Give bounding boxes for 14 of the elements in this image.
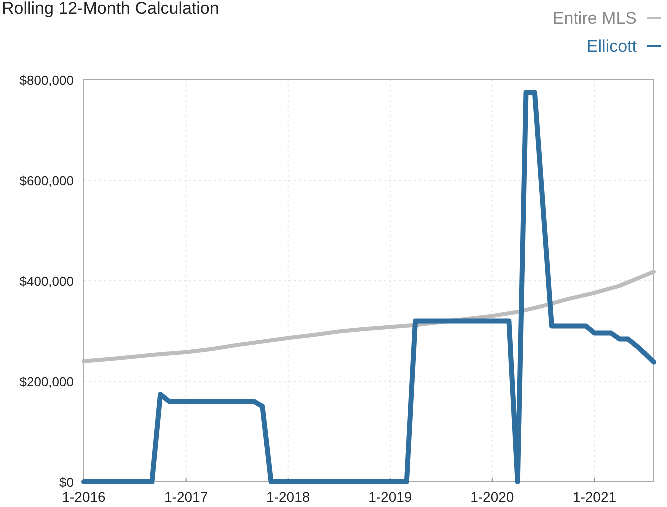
x-tick-label: 1-2020 bbox=[470, 489, 514, 505]
y-tick-label: $200,000 bbox=[20, 374, 74, 390]
y-tick-label: $600,000 bbox=[20, 174, 74, 188]
x-tick-label: 1-2017 bbox=[164, 489, 208, 505]
x-tick-label: 1-2021 bbox=[572, 489, 617, 505]
x-tick-label: 1-2019 bbox=[368, 489, 412, 505]
legend-label: Ellicott bbox=[586, 37, 638, 56]
x-tick-label: 1-2016 bbox=[62, 489, 106, 505]
legend-label: Entire MLS bbox=[552, 9, 637, 28]
y-tick-label: $0 bbox=[60, 475, 74, 490]
x-tick-label: 1-2018 bbox=[266, 489, 310, 505]
chart-title: Rolling 12-Month Calculation bbox=[2, 0, 220, 18]
y-tick-label: $400,000 bbox=[20, 274, 74, 289]
y-tick-label: $800,000 bbox=[20, 73, 74, 88]
